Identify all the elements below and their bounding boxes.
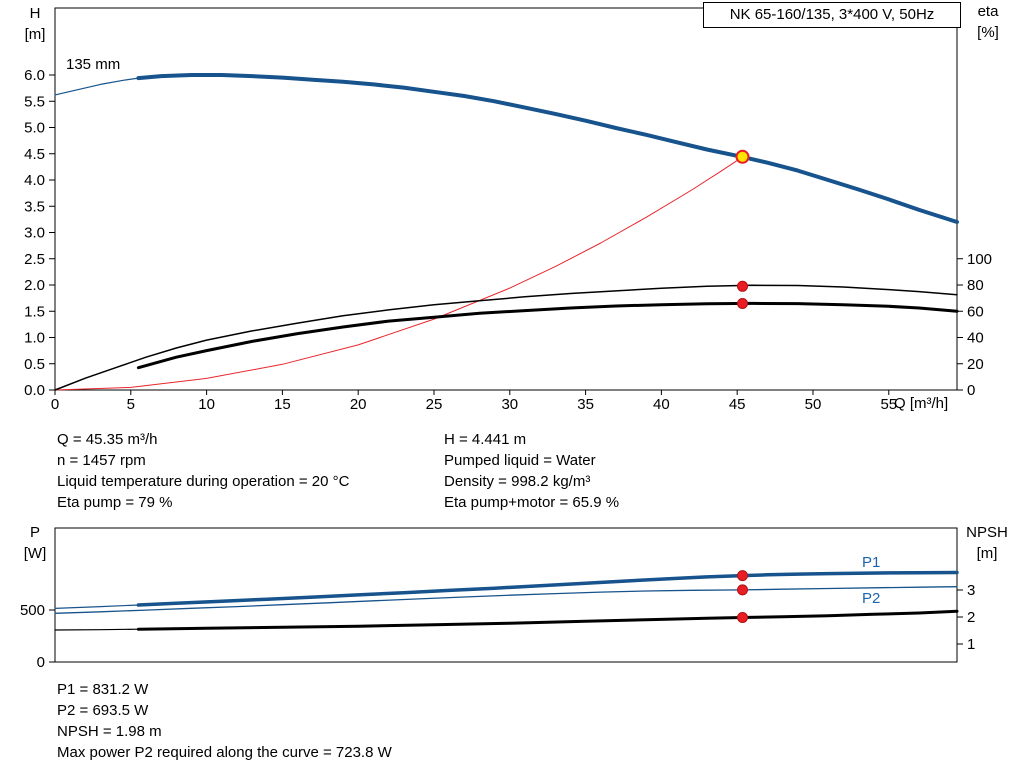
impeller-diameter-label: 135 mm [66,56,121,73]
h-q-curve-135-mm-curve [136,73,959,224]
info-liquid-temperature: Liquid temperature during operation = 20… [57,473,350,490]
pq-plot-border [54,527,958,663]
eta-pump-point-marker [737,280,748,292]
npsh-lead-in-curve [54,628,139,631]
y-left-tick-label: 1.5 [24,303,45,320]
x-tick-label: 30 [501,396,518,413]
y-left-tick-label: 500 [20,602,45,619]
duty-point-marker [735,149,750,164]
p1-curve-label: P1 [862,554,881,571]
eta-axis-label-line2: [%] [977,24,999,41]
h-axis-label-line1: H [29,5,41,22]
eta-motor-point-marker [737,298,748,309]
npsh-axis-label-line2: [m] [976,545,998,562]
x-tick-label: 55 [880,396,897,413]
y-left-tick-label: 2.5 [24,251,45,268]
result-max-p2: Max power P2 required along the curve = … [57,744,392,761]
y-right-tick-label: 1 [967,636,975,653]
h-axis-label-line2: [m] [24,26,46,43]
y-right-tick-label: 3 [967,582,975,599]
y-left-tick-label: 4.5 [24,146,45,163]
pump-designation-box: NK 65-160/135, 3*400 V, 50Hz [703,2,961,28]
y-right-tick-label: 20 [967,356,984,373]
hq-plot-border [54,7,958,391]
p-axis-label-line2: [W] [23,545,47,562]
eta-axis-label: eta [%] [962,1,1014,43]
results-block: P1 = 831.2 W P2 = 693.5 W NPSH = 1.98 m … [57,679,392,763]
y-right-tick-label: 40 [967,330,984,347]
p2-point-marker [737,584,748,596]
x-tick-label: 35 [577,396,594,413]
x-tick-label: 45 [729,396,746,413]
info-density: Density = 998.2 kg/m³ [444,473,591,490]
p-axis-label-line1: P [29,524,40,541]
y-left-tick-label: 5.5 [24,93,45,110]
x-tick-label: 0 [51,396,59,413]
y-left-tick-label: 0.5 [24,356,45,373]
info-eta-pump-motor: Eta pump+motor = 65.9 % [444,494,620,511]
eta-pump-curve [54,284,958,391]
info-eta-pump: Eta pump = 79 % [57,494,173,511]
info-q: Q = 45.35 m³/h [57,431,158,448]
npsh-axis-label: NPSH [m] [956,522,1018,564]
p1-point-marker [737,570,748,582]
eta-axis-label-line1: eta [977,3,999,20]
x-tick-label: 40 [653,396,670,413]
p2-curve-label: P2 [862,590,881,607]
y-right-tick-label: 80 [967,277,984,294]
y-right-tick-label: 100 [967,251,992,268]
y-right-tick-label: 2 [967,609,975,626]
hq-eta-chart: 0 5 10 15 20 25 30 35 40 45 50 55 0.0 0.5 1.0 1.5 2.0 2.5… [24,7,992,413]
y-left-tick-label: 2.0 [24,277,45,294]
p-axis-label: P [W] [12,522,58,564]
y-left-tick-label: 6.0 [24,67,45,84]
y-right-tick-label: 0 [967,382,975,399]
npsh-point-marker [737,612,748,623]
eta-pump-plus-motor-curve [136,301,959,370]
info-column-left: Q = 45.35 m³/h n = 1457 rpm Liquid tempe… [57,429,349,513]
npsh-curve-curve [136,609,959,631]
y-right-tick-label: 60 [967,303,984,320]
y-left-tick-label: 0.0 [24,382,45,399]
x-tick-label: 25 [426,396,443,413]
x-tick-label: 15 [274,396,291,413]
info-head: H = 4.441 m [444,431,527,448]
h-axis-label: H [m] [12,3,58,45]
power-npsh-chart: 0 500 1 2 3 [20,527,975,671]
x-tick-label: 50 [805,396,822,413]
info-speed: n = 1457 rpm [57,452,146,469]
p2-curve-curve [54,586,958,614]
y-left-tick-label: 4.0 [24,172,45,189]
x-tick-label: 10 [198,396,215,413]
result-p1: P1 = 831.2 W [57,681,149,698]
x-tick-label: 20 [350,396,367,413]
duty-system-curve-curve [54,156,743,391]
y-left-tick-label: 0 [37,654,45,671]
y-left-tick-label: 3.0 [24,225,45,242]
h-curve-lead-in-curve [54,77,139,96]
info-pumped-liquid: Pumped liquid = Water [444,452,596,469]
p1-curve-curve [136,570,959,607]
npsh-axis-label-line1: NPSH [966,524,1008,541]
info-column-right: H = 4.441 m Pumped liquid = Water Densit… [444,429,619,513]
y-left-tick-label: 3.5 [24,198,45,215]
p1-lead-in-curve [54,604,139,610]
q-axis-label: Q [m³/h] [894,395,949,412]
y-left-tick-label: 5.0 [24,120,45,137]
result-npsh: NPSH = 1.98 m [57,723,162,740]
y-left-tick-label: 1.0 [24,330,45,347]
result-p2: P2 = 693.5 W [57,702,149,719]
x-tick-label: 5 [127,396,135,413]
